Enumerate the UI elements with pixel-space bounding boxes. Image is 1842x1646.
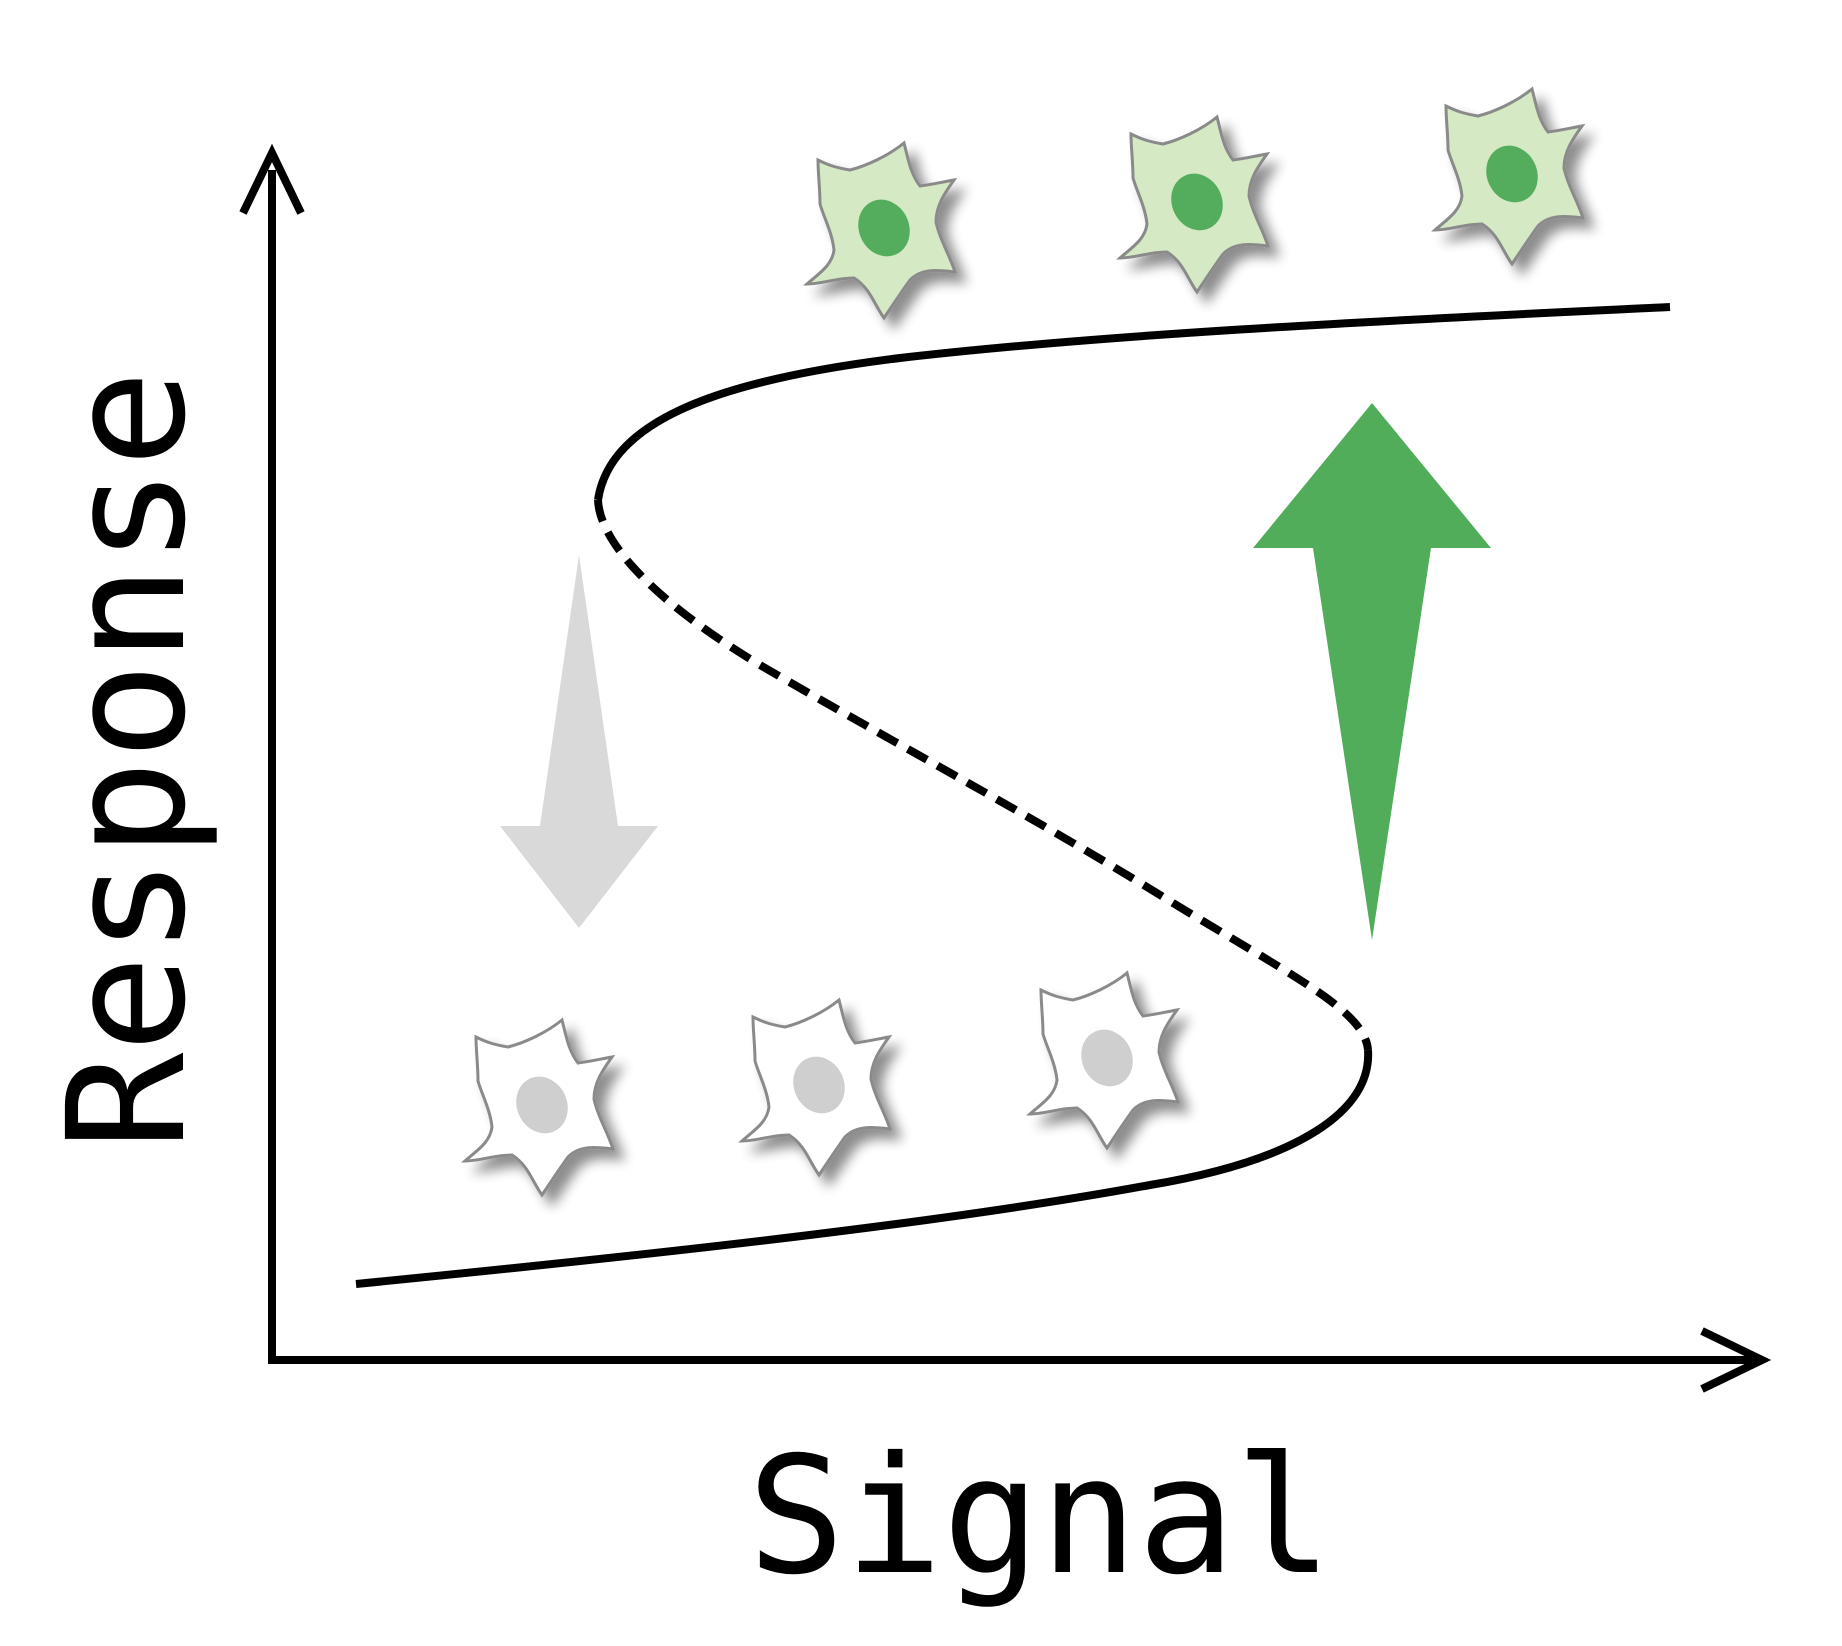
- activation-up-arrow: [1253, 403, 1491, 940]
- inactive-cell: [1028, 971, 1180, 1150]
- deactivation-down-arrow: [500, 555, 658, 928]
- axes: [239, 143, 1772, 1393]
- lower-stable-branch: [355, 1049, 1373, 1288]
- active-cell: [1433, 87, 1585, 266]
- cell-nucleus: [1081, 1029, 1133, 1087]
- y-axis-arrowhead: [239, 143, 305, 215]
- inactive-cell: [740, 998, 892, 1177]
- active-cell: [805, 141, 957, 320]
- cell-nucleus: [1486, 145, 1538, 203]
- inactive-cells: [463, 971, 1180, 1197]
- cell-nucleus: [858, 199, 910, 257]
- x-axis-title: Signal: [747, 1423, 1332, 1611]
- active-cell: [1118, 115, 1270, 294]
- x-axis-arrowhead: [1700, 1327, 1772, 1393]
- upper-stable-branch: [594, 303, 1671, 501]
- active-cells: [805, 87, 1585, 320]
- s-curve: [355, 303, 1671, 1288]
- inactive-cell: [463, 1018, 615, 1197]
- y-axis-title: Response: [34, 370, 222, 1150]
- cell-nucleus: [1171, 173, 1223, 231]
- cell-nucleus: [793, 1056, 845, 1114]
- cell-nucleus: [516, 1076, 568, 1134]
- unstable-branch: [594, 499, 1372, 1051]
